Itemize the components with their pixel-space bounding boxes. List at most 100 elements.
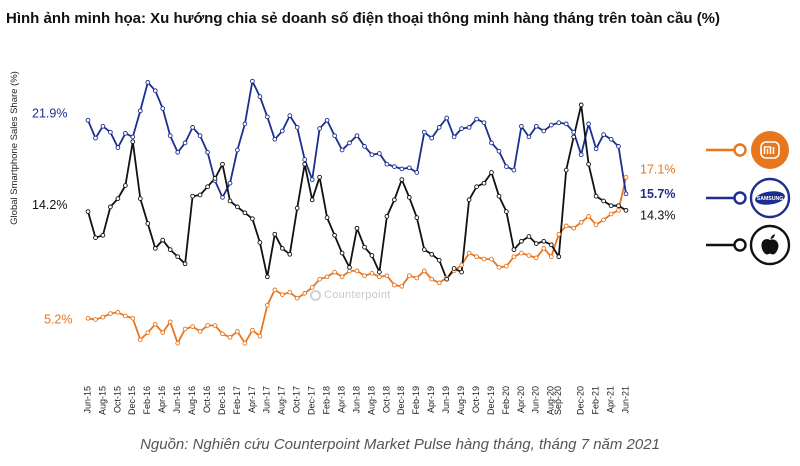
apple-data-point — [152, 246, 158, 251]
y-axis-label: Global Smartphone Sales Share (%) — [9, 71, 20, 225]
samsung-data-point — [533, 123, 539, 129]
samsung-data-point — [563, 121, 569, 127]
samsung-start-label: 21.9% — [32, 107, 67, 121]
apple-data-point — [137, 196, 143, 201]
samsung-data-point — [586, 121, 591, 127]
xiaomi-data-point — [489, 256, 494, 262]
xiaomi-data-point — [466, 250, 472, 256]
x-tick-label: Aug-20 — [546, 386, 556, 415]
mi-letters — [763, 146, 775, 154]
samsung-data-point — [392, 164, 397, 169]
apple-data-point — [347, 265, 352, 270]
xiaomi-data-point — [227, 334, 233, 340]
xiaomi-data-point — [414, 275, 420, 281]
mi-square — [760, 141, 780, 159]
samsung-data-point — [466, 125, 472, 130]
apple-data-point — [541, 238, 547, 244]
apple-data-point — [474, 184, 479, 190]
xiaomi-data-point — [623, 174, 629, 180]
xiaomi-data-point — [526, 253, 532, 258]
legend-item-samsung: SAMSUNG — [706, 177, 791, 219]
xiaomi-data-point — [242, 340, 248, 346]
apple-data-point — [519, 238, 524, 244]
samsung-data-point — [235, 147, 240, 153]
x-tick-label: Jun-20 — [531, 386, 541, 414]
samsung-data-point — [578, 152, 584, 158]
legend-item-xiaomi — [706, 131, 789, 169]
apple-leaf — [770, 234, 775, 239]
xiaomi-data-point — [481, 256, 487, 262]
x-tick-label: Feb-21 — [590, 386, 600, 415]
xiaomi-data-point — [511, 254, 517, 260]
apple-data-point — [235, 204, 240, 210]
apple-data-point — [489, 170, 494, 175]
xiaomi-data-point — [137, 337, 143, 343]
xiaomi-data-point — [362, 273, 367, 279]
xiaomi-data-point — [533, 255, 539, 261]
x-tick-label: Feb-17 — [232, 386, 242, 415]
xiaomi-data-point — [100, 314, 106, 320]
x-tick-label: Apr-16 — [157, 386, 167, 413]
samsung-data-point — [115, 145, 121, 150]
xiaomi-data-point — [317, 276, 322, 282]
xiaomi-data-point — [474, 254, 479, 260]
samsung-data-point — [182, 140, 188, 146]
xiaomi-data-point — [167, 319, 173, 325]
xiaomi-data-point — [197, 329, 203, 334]
apple-data-point — [100, 232, 106, 238]
apple-data-point — [272, 231, 278, 237]
apple-data-point — [279, 246, 285, 251]
mi-logo-icon — [751, 131, 789, 169]
x-tick-label: Dec-15 — [127, 386, 137, 415]
xiaomi-data-point — [571, 225, 577, 231]
apple-data-point — [526, 234, 532, 239]
samsung-data-point — [526, 134, 532, 140]
x-tick-label: Oct-18 — [381, 386, 391, 413]
x-tick-label: Apr-21 — [605, 386, 615, 413]
apple-data-point — [287, 251, 293, 257]
samsung-data-point — [279, 128, 285, 134]
samsung-data-point — [294, 125, 300, 130]
apple-data-point — [145, 221, 151, 226]
apple-data-point — [392, 197, 397, 203]
apple-data-point — [511, 247, 517, 252]
apple-logo-icon — [749, 224, 791, 266]
samsung-data-point — [220, 195, 225, 200]
xiaomi-data-point — [429, 276, 435, 282]
apple-data-point — [608, 203, 614, 209]
xiaomi-data-point — [332, 269, 337, 275]
apple-data-point — [197, 192, 203, 198]
samsung-data-point — [347, 140, 352, 146]
series-value-labels: 21.9% 14.2% 5.2% 17.1% 15.7% 14.3% — [32, 107, 675, 327]
xiaomi-data-point — [377, 274, 382, 280]
apple-data-point — [571, 134, 577, 140]
apple-data-point — [242, 210, 248, 216]
xiaomi-data-point — [257, 333, 263, 339]
xiaomi-data-point — [220, 331, 225, 337]
apple-data-point — [362, 244, 367, 250]
xiaomi-data-point — [369, 270, 375, 276]
x-tick-label: Feb-20 — [501, 386, 511, 415]
samsung-data-point — [175, 149, 181, 155]
chart-title: Hình ảnh minh họa: Xu hướng chia sẻ doan… — [6, 10, 721, 27]
samsung-data-point — [362, 144, 367, 149]
apple-data-point — [309, 197, 315, 203]
x-tick-label: Apr-20 — [516, 386, 526, 413]
apple-data-point — [294, 205, 300, 211]
samsung-data-point — [414, 170, 420, 175]
samsung-data-point — [421, 129, 427, 135]
samsung-data-point — [93, 135, 98, 141]
samsung-data-point — [377, 151, 382, 156]
apple-data-point — [257, 240, 263, 245]
apple-data-point — [548, 242, 554, 248]
samsung-data-point — [489, 140, 494, 146]
apple-data-point — [324, 215, 330, 220]
samsung-data-point — [436, 125, 442, 130]
samsung-data-point — [519, 123, 524, 129]
apple-data-point — [399, 177, 405, 182]
xiaomi-data-point — [287, 289, 293, 295]
samsung-data-point — [130, 134, 136, 140]
x-tick-label: Aug-18 — [366, 386, 376, 415]
xiaomi-data-point — [339, 274, 345, 280]
